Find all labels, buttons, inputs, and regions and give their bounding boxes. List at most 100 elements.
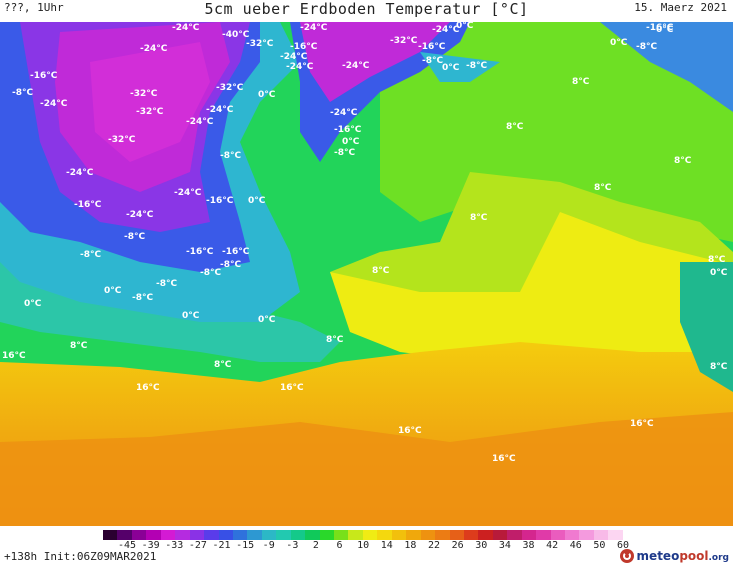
temp-label: -32°C bbox=[108, 135, 136, 145]
colorbar-swatch bbox=[189, 530, 205, 540]
colorbar-tick-label: 10 bbox=[357, 540, 370, 551]
temp-label: 16°C bbox=[136, 383, 160, 393]
temp-label: -24°C bbox=[286, 62, 314, 72]
colorbar-swatch bbox=[290, 530, 306, 540]
temp-label: -32°C bbox=[246, 39, 274, 49]
temp-label: 0°C bbox=[258, 315, 276, 325]
valid-time-label: ???, 1Uhr bbox=[4, 1, 64, 14]
temp-label: -24°C bbox=[66, 168, 94, 178]
map-title: 5cm ueber Erdboden Temperatur [°C] bbox=[204, 0, 529, 18]
colorbar-tick-label: -9 bbox=[262, 540, 275, 551]
colorbar-swatch bbox=[348, 530, 363, 540]
colorbar-swatch bbox=[521, 530, 537, 540]
colorbar-swatch bbox=[218, 530, 233, 540]
colorbar-tick-label: 30 bbox=[475, 540, 488, 551]
temp-label: -16°C bbox=[30, 71, 58, 81]
colorbar-tick-label: 14 bbox=[380, 540, 393, 551]
temp-label: -16°C bbox=[646, 23, 674, 33]
temp-label: 0°C bbox=[342, 137, 360, 147]
temp-label: -8°C bbox=[334, 148, 355, 158]
temp-label: -32°C bbox=[216, 83, 244, 93]
colorbar-swatch bbox=[579, 530, 594, 540]
temp-label: 8°C bbox=[506, 122, 524, 132]
meteopool-logo-text: meteopool.org bbox=[636, 549, 729, 563]
temp-zone-hottest bbox=[0, 412, 733, 526]
valid-date-label: 15. Maerz 2021 bbox=[634, 1, 727, 14]
temp-label: 0°C bbox=[456, 22, 474, 31]
colorbar-swatch bbox=[175, 530, 190, 540]
colorbar-tick-label: 34 bbox=[498, 540, 511, 551]
colorbar-swatch bbox=[391, 530, 407, 540]
temperature-map-canvas: -40°C -32°C -24°C -24°C -16°C -8°C -24°C… bbox=[0, 22, 733, 526]
temp-label: -8°C bbox=[466, 61, 487, 71]
colorbar-swatch bbox=[305, 530, 320, 540]
temp-label: -32°C bbox=[390, 36, 418, 46]
temp-label: 0°C bbox=[442, 63, 460, 73]
temp-label: -24°C bbox=[280, 52, 308, 62]
forecast-init-label: +138h Init:06Z09MAR2021 bbox=[4, 550, 157, 563]
colorbar-tick-label: 60 bbox=[616, 540, 630, 551]
temp-label: 8°C bbox=[372, 266, 390, 276]
colorbar-swatch bbox=[160, 530, 176, 540]
temp-label: -40°C bbox=[222, 30, 250, 40]
colorbar-swatch bbox=[276, 530, 291, 540]
meteopool-logo[interactable]: meteopool.org bbox=[619, 548, 729, 564]
colorbar-swatch bbox=[593, 530, 609, 540]
temp-label: -24°C bbox=[172, 23, 200, 33]
colorbar-tick-label: -45 bbox=[117, 540, 137, 551]
temp-label: 8°C bbox=[70, 341, 88, 351]
temp-label: 8°C bbox=[214, 360, 232, 370]
colorbar-ticks: -45 -39 -33 -27 -21 -15 -9 -3 2 6 10 14 18 22 26 30 34 38… bbox=[103, 540, 629, 554]
colorbar-swatch bbox=[507, 530, 522, 540]
colorbar-tick-label: 2 bbox=[312, 540, 319, 551]
temp-label: -16°C bbox=[418, 42, 446, 52]
temp-label: 16°C bbox=[492, 454, 516, 464]
temp-label: -16°C bbox=[222, 247, 250, 257]
temperature-labels: -40°C -32°C -24°C -24°C -16°C -8°C -24°C… bbox=[2, 22, 728, 464]
temp-label: -8°C bbox=[220, 151, 241, 161]
colorbar-tick-label: 22 bbox=[428, 540, 441, 551]
temp-label: -32°C bbox=[136, 107, 164, 117]
colorbar-swatch bbox=[204, 530, 219, 540]
temp-label: 0°C bbox=[656, 25, 674, 35]
colorbar-swatch bbox=[334, 530, 349, 540]
europe-west-zone bbox=[680, 262, 733, 392]
colorbar-swatch bbox=[362, 530, 378, 540]
greenland-coast bbox=[420, 52, 500, 82]
colorbar-tick-label: -15 bbox=[236, 540, 255, 551]
temp-label: -24°C bbox=[206, 105, 234, 115]
temp-label: 8°C bbox=[710, 362, 728, 372]
temp-label: -16°C bbox=[186, 247, 214, 257]
colorbar-swatch bbox=[117, 530, 132, 540]
colorbar-swatch bbox=[406, 530, 421, 540]
temp-label: 16°C bbox=[630, 419, 654, 429]
temp-label: -32°C bbox=[130, 89, 158, 99]
temp-label: -24°C bbox=[186, 117, 214, 127]
temp-label: 0°C bbox=[248, 196, 266, 206]
temp-label: 8°C bbox=[572, 77, 590, 87]
colorbar-tick-label: -27 bbox=[188, 540, 207, 551]
temp-label: 16°C bbox=[280, 383, 304, 393]
colorbar-swatch bbox=[420, 530, 436, 540]
temp-label: 0°C bbox=[610, 38, 628, 48]
temp-label: -24°C bbox=[300, 23, 328, 33]
temperature-colorbar bbox=[103, 530, 623, 540]
temp-zone-extreme-core bbox=[90, 42, 210, 162]
temp-label: -8°C bbox=[200, 268, 221, 278]
temp-label: -24°C bbox=[140, 44, 168, 54]
colorbar-swatch bbox=[536, 530, 551, 540]
temp-label: -8°C bbox=[80, 250, 101, 260]
colorbar-tick-label: 6 bbox=[336, 540, 343, 551]
greenland-extreme bbox=[300, 22, 450, 102]
temp-label: 8°C bbox=[708, 255, 726, 265]
temp-zone-warm-band bbox=[330, 212, 733, 362]
temp-label: 16°C bbox=[398, 426, 422, 436]
temp-label: -16°C bbox=[206, 196, 234, 206]
temp-label: -24°C bbox=[126, 210, 154, 220]
colorbar-swatch bbox=[377, 530, 392, 540]
colorbar-tick-label: -3 bbox=[286, 540, 299, 551]
temp-label: -8°C bbox=[220, 260, 241, 270]
temp-label: 16°C bbox=[2, 351, 26, 361]
temp-label: -24°C bbox=[40, 99, 68, 109]
colorbar-tick-label: 38 bbox=[522, 540, 535, 551]
